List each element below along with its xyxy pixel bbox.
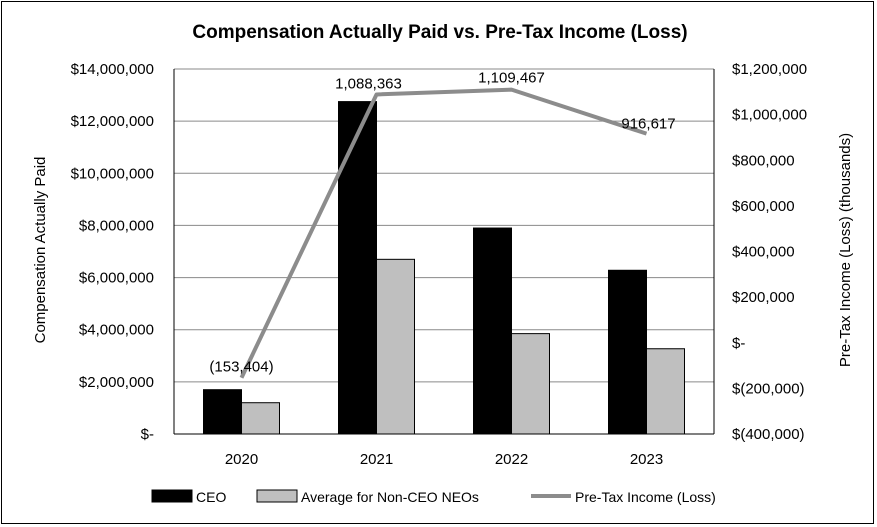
bar-non-ceo-neos [376,258,415,435]
bar-non-ceo-neos [241,402,280,435]
y-tick-label: $- [141,426,154,443]
y2-tick-label: $600,000 [732,198,795,215]
data-labels: (153,404) 1,088,363 1,109,467 916,617 [209,70,675,376]
y-tick-label: $6,000,000 [79,270,154,287]
x-axis-ticks: 2020 2021 2022 2023 [225,451,663,468]
data-label: 1,109,467 [478,70,545,87]
legend-label-ceo: CEO [196,489,226,505]
x-tick-label: 2022 [495,451,528,468]
y-axis-title: Compensation Actually Paid [32,157,49,344]
bars [203,101,685,435]
legend: CEO Average for Non-CEO NEOs Pre-Tax Incom… [151,489,716,505]
y-tick-label: $4,000,000 [79,322,154,339]
x-tick-label: 2020 [225,451,258,468]
y2-tick-label: $1,200,000 [732,61,807,78]
data-label: 916,617 [621,116,675,133]
x-tick-label: 2021 [360,451,393,468]
bar-ceo [608,269,647,435]
y2-tick-label: $- [732,335,745,352]
y2-tick-label: $200,000 [732,289,795,306]
legend-label-pre-tax-income: Pre-Tax Income (Loss) [575,489,716,505]
y-tick-label: $10,000,000 [71,165,154,182]
y-axis-ticks: $- $2,000,000 $4,000,000 $6,000,000 $8,000,0… [71,61,154,443]
pre-tax-income-line [239,87,648,379]
y2-tick-label: $(400,000) [732,426,805,443]
data-label: (153,404) [209,359,273,376]
bar-non-ceo-neos [511,333,550,435]
chart-title: Compensation Actually Paid vs. Pre-Tax I… [192,22,687,43]
y2-tick-label: $800,000 [732,152,795,169]
y2-tick-label: $400,000 [732,244,795,261]
y-tick-label: $2,000,000 [79,374,154,391]
bar-ceo [203,389,242,435]
legend-swatch-non-ceo-neos [256,489,298,503]
y2-tick-label: $1,000,000 [732,107,807,124]
y2-tick-label: $(200,000) [732,380,805,397]
legend-label-non-ceo-neos: Average for Non-CEO NEOs [301,489,479,505]
axes [173,69,715,435]
y-tick-label: $14,000,000 [71,61,154,78]
bar-ceo [473,227,512,435]
data-label: 1,088,363 [335,75,402,92]
bar-non-ceo-neos [646,348,685,435]
y2-axis-title: Pre-Tax Income (Loss) (thousands) [837,133,854,367]
y-tick-label: $12,000,000 [71,113,154,130]
x-tick-label: 2023 [630,451,663,468]
line-series [239,87,648,379]
bar-ceo [338,101,377,435]
y2-axis-ticks: $(400,000) $(200,000) $- $200,000 $400,000 $6… [732,61,807,443]
legend-swatch-ceo [151,489,193,503]
y-tick-label: $8,000,000 [79,217,154,234]
